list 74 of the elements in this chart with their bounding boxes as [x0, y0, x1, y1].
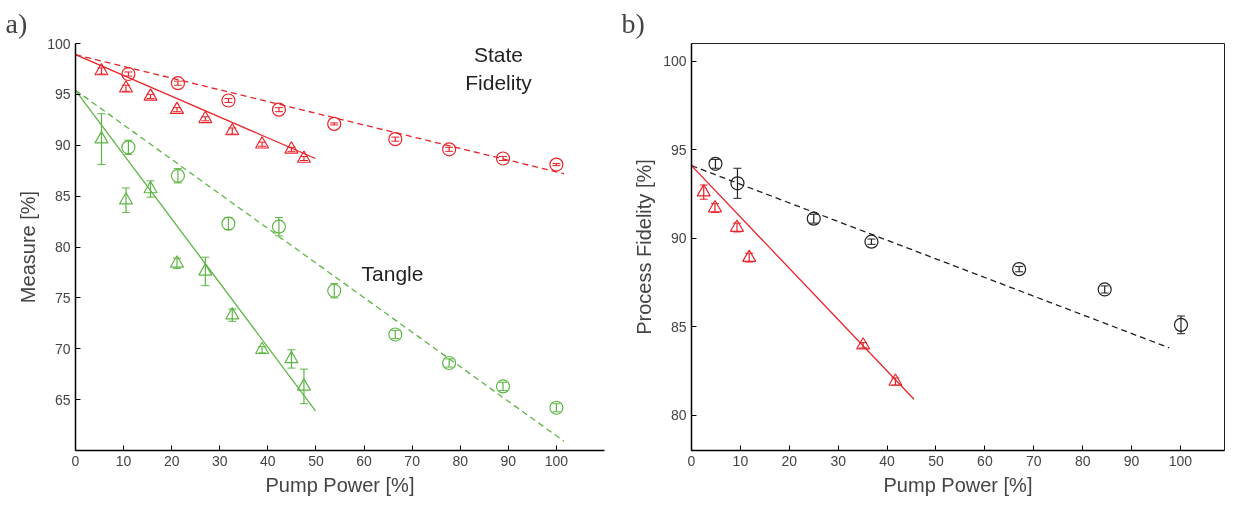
y-tick-label: 90 — [54, 137, 71, 154]
x-tick-label: 20 — [781, 452, 798, 469]
point — [94, 62, 109, 76]
point — [284, 350, 299, 364]
chart-title: b) — [621, 7, 645, 39]
x-tick-label: 10 — [732, 452, 749, 469]
point — [143, 88, 158, 101]
x-axis-title: Pump Power [%] — [265, 473, 415, 496]
point — [284, 141, 299, 154]
x-tick-label: 100 — [544, 452, 569, 469]
y-tick-label: 75 — [54, 289, 71, 306]
point — [221, 93, 236, 108]
x-tick-label: 0 — [687, 452, 696, 469]
point — [730, 176, 745, 191]
point — [254, 341, 270, 355]
point — [888, 373, 903, 386]
x-axis-title: Pump Power [%] — [883, 473, 1033, 496]
point — [118, 80, 134, 93]
point — [327, 116, 342, 131]
point — [121, 66, 136, 82]
x-tick-label: 80 — [1074, 452, 1091, 469]
point — [495, 151, 511, 166]
point — [442, 142, 457, 157]
point — [143, 180, 158, 194]
x-tick-label: 30 — [211, 452, 228, 469]
x-tick-label: 70 — [404, 452, 421, 469]
y-axis-title: Process Fidelity [%] — [633, 159, 656, 335]
x-tick-label: 0 — [71, 452, 80, 469]
point — [1012, 262, 1027, 277]
point — [707, 199, 723, 213]
y-tick-label: 100 — [47, 35, 71, 52]
x-tick-label: 90 — [500, 452, 517, 469]
point — [271, 102, 287, 117]
point — [198, 110, 213, 124]
y-tick-label: 65 — [54, 391, 71, 408]
point — [388, 132, 403, 147]
y-tick-label: 95 — [54, 86, 71, 103]
x-tick-label: 50 — [308, 452, 324, 469]
point — [549, 157, 564, 172]
x-tick-label: 40 — [260, 452, 276, 469]
annotation: Tangle — [361, 262, 424, 285]
y-tick-label: 95 — [670, 141, 687, 158]
x-tick-label: 60 — [977, 452, 993, 469]
point — [94, 131, 109, 144]
x-tick-label: 10 — [115, 452, 132, 469]
point — [169, 101, 185, 114]
point — [198, 263, 213, 276]
x-tick-label: 80 — [452, 452, 469, 469]
x-tick-label: 70 — [1026, 452, 1042, 469]
y-tick-label: 80 — [670, 407, 687, 424]
point — [296, 378, 312, 391]
x-tick-label: 90 — [1123, 452, 1140, 469]
point — [856, 337, 871, 350]
point — [254, 136, 270, 149]
point — [170, 76, 186, 91]
x-tick-label: 50 — [928, 452, 944, 469]
y-tick-label: 100 — [663, 53, 687, 70]
chart-title: a) — [5, 7, 28, 39]
x-tick-label: 100 — [1168, 452, 1193, 469]
y-tick-label: 85 — [54, 188, 71, 205]
y-tick-label: 70 — [54, 340, 71, 357]
y-tick-label: 85 — [670, 318, 687, 335]
point — [864, 234, 879, 249]
point — [225, 122, 240, 136]
point — [296, 150, 312, 163]
y-tick-label: 90 — [670, 230, 687, 247]
point — [118, 192, 134, 205]
x-tick-label: 30 — [830, 452, 847, 469]
x-tick-label: 60 — [356, 452, 373, 469]
y-axis-title: Measure [%] — [17, 190, 40, 304]
annotation: State Fidelity — [465, 43, 533, 94]
x-tick-label: 40 — [879, 452, 896, 469]
x-tick-label: 20 — [163, 452, 180, 469]
y-tick-label: 80 — [54, 239, 71, 255]
